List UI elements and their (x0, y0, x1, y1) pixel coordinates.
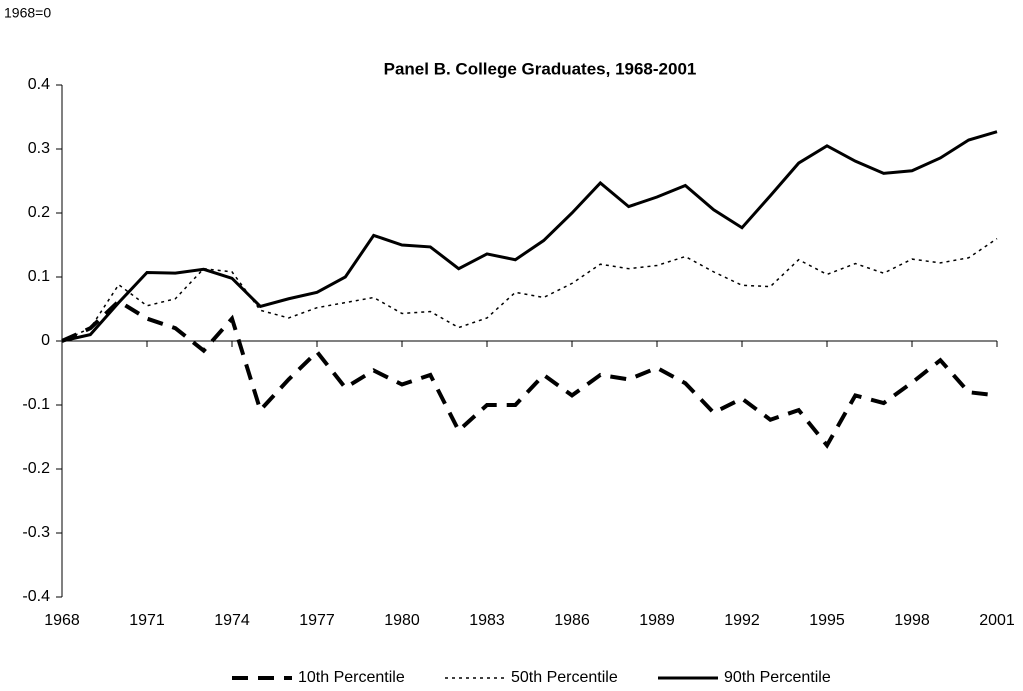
x-tick-label: 1971 (129, 612, 165, 629)
y-tick-label: -0.4 (22, 588, 50, 605)
y-tick-label: 0.2 (28, 204, 50, 221)
y-tick-label: -0.1 (22, 396, 50, 413)
y-tick-label: -0.3 (22, 524, 50, 541)
x-tick-label: 1998 (894, 612, 930, 629)
x-tick-label: 1974 (214, 612, 250, 629)
x-tick-label: 1968 (44, 612, 80, 629)
legend-label: 10th Percentile (298, 669, 405, 686)
y-tick-label: 0.4 (28, 76, 50, 93)
y-tick-label: 0.3 (28, 140, 50, 157)
x-tick-label: 2001 (979, 612, 1015, 629)
line-series (61, 298, 998, 449)
y-tick-label: 0 (41, 332, 50, 349)
y-tick-label: 0.1 (28, 268, 50, 285)
chart-title: Panel B. College Graduates, 1968-2001 (384, 59, 697, 78)
legend-label: 50th Percentile (511, 669, 618, 686)
x-tick-label: 1986 (554, 612, 590, 629)
x-tick-label: 1989 (639, 612, 675, 629)
x-tick-label: 1983 (469, 612, 505, 629)
x-tick-label: 1995 (809, 612, 845, 629)
x-tick-label: 1977 (299, 612, 335, 629)
line-series (61, 237, 998, 342)
legend-label: 90th Percentile (724, 669, 831, 686)
y-tick-label: -0.2 (22, 460, 50, 477)
y-axis-label: 1968=0 (4, 5, 51, 21)
line-series (61, 130, 998, 343)
x-tick-label: 1980 (384, 612, 420, 629)
x-tick-label: 1992 (724, 612, 760, 629)
